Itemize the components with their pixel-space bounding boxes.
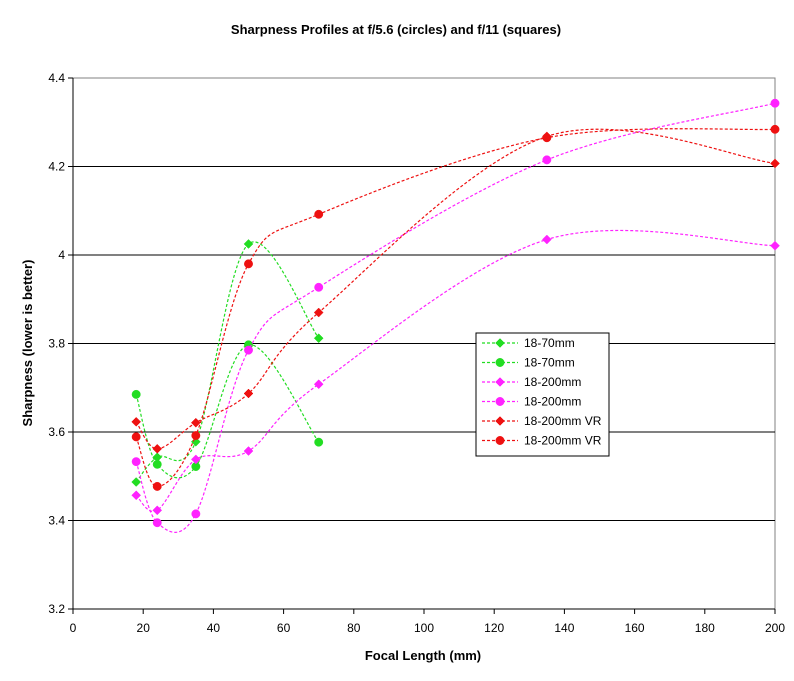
legend-box xyxy=(475,332,610,457)
data-point xyxy=(152,459,162,469)
x-tick-label: 140 xyxy=(554,621,574,635)
data-point xyxy=(152,481,162,491)
series-2 xyxy=(131,229,780,516)
data-point xyxy=(542,133,552,143)
legend-marker xyxy=(495,397,505,406)
x-tick-label: 160 xyxy=(625,621,645,635)
x-tick-label: 80 xyxy=(347,621,361,635)
data-point xyxy=(190,454,201,465)
data-point xyxy=(131,432,141,442)
y-tick-label: 4.4 xyxy=(48,71,65,85)
x-tick-label: 40 xyxy=(207,621,221,635)
data-point xyxy=(152,505,163,516)
legend-label: 18-200mm xyxy=(524,375,581,389)
data-point xyxy=(131,490,142,501)
x-tick-label: 60 xyxy=(277,621,291,635)
x-tick-label: 200 xyxy=(765,621,785,635)
data-point xyxy=(152,443,163,454)
series-4 xyxy=(131,128,780,454)
data-point xyxy=(152,518,162,528)
data-point xyxy=(243,446,254,456)
y-tick-label: 4 xyxy=(58,248,65,262)
data-point xyxy=(313,379,324,390)
legend-marker xyxy=(495,358,505,367)
data-point xyxy=(314,282,324,292)
legend-label: 18-200mm VR xyxy=(524,434,602,448)
y-tick-label: 3.8 xyxy=(48,337,65,351)
chart-title: Sharpness Profiles at f/5.6 (circles) an… xyxy=(231,22,561,37)
legend-marker xyxy=(495,436,505,445)
legend-entry: 18-200mm VR xyxy=(482,414,602,428)
series-line xyxy=(135,344,320,479)
data-point xyxy=(131,457,141,467)
data-point xyxy=(770,98,780,108)
x-tick-label: 0 xyxy=(70,621,77,635)
data-point xyxy=(770,158,780,169)
data-point xyxy=(191,509,201,519)
data-point xyxy=(770,124,780,134)
series-line xyxy=(135,128,776,488)
legend-marker xyxy=(495,416,505,426)
x-tick-label: 100 xyxy=(414,621,434,635)
data-point xyxy=(541,234,552,245)
legend-entry: 18-200mm VR xyxy=(482,434,602,448)
series-line xyxy=(135,102,776,533)
y-tick-label: 3.6 xyxy=(48,425,65,439)
data-point xyxy=(542,155,552,165)
data-point xyxy=(243,239,254,249)
series-line xyxy=(135,229,776,513)
y-tick-label: 3.2 xyxy=(48,602,65,616)
x-tick-label: 20 xyxy=(137,621,151,635)
data-point xyxy=(243,388,254,399)
legend-marker xyxy=(495,338,505,348)
legend-label: 18-70mm xyxy=(524,336,575,350)
series-1 xyxy=(131,340,324,479)
data-point xyxy=(313,307,324,318)
data-point xyxy=(191,431,201,440)
legend-entry: 18-70mm xyxy=(482,336,575,350)
legend-label: 18-70mm xyxy=(524,356,575,370)
series-0 xyxy=(131,239,324,487)
series-3 xyxy=(131,98,780,533)
data-point xyxy=(190,417,201,428)
y-axis-label: Sharpness (lower is better) xyxy=(20,260,35,427)
series-5 xyxy=(131,124,780,491)
legend-entry: 18-200mm xyxy=(482,375,581,389)
data-point xyxy=(131,389,141,399)
plot-area: 3.2 3.4 3.6 3.8 4 4.2 4.4 0 20 40 60 80 100 120 140 160… xyxy=(48,71,785,635)
x-tick-label: 120 xyxy=(484,621,504,635)
data-point xyxy=(313,333,324,344)
legend-marker xyxy=(495,377,505,387)
data-point xyxy=(770,240,780,251)
data-point xyxy=(314,437,324,447)
data-point xyxy=(244,259,253,269)
legend: 18-70mm 18-70mm 18-200mm 18-200mm 18-200mm V… xyxy=(475,332,610,457)
legend-entry: 18-70mm xyxy=(482,356,575,370)
x-tick-label: 180 xyxy=(695,621,715,635)
data-point xyxy=(314,209,324,219)
y-tick-label: 3.4 xyxy=(48,514,65,528)
legend-label: 18-200mm VR xyxy=(524,414,602,428)
x-axis-label: Focal Length (mm) xyxy=(365,648,481,663)
series-line xyxy=(135,128,776,450)
legend-entry: 18-200mm xyxy=(482,395,581,409)
legend-label: 18-200mm xyxy=(524,395,581,409)
y-tick-label: 4.2 xyxy=(48,160,65,174)
data-point xyxy=(131,416,142,427)
data-point xyxy=(244,345,253,355)
data-point xyxy=(131,477,142,487)
